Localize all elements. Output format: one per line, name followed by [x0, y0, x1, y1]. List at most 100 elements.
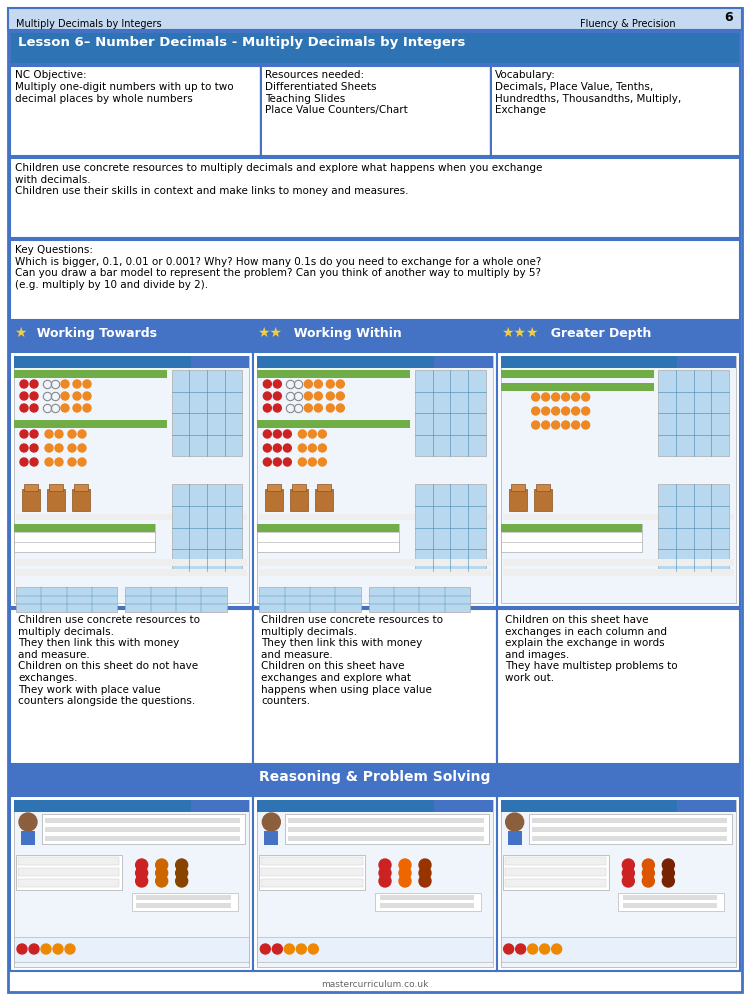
Circle shape [642, 867, 654, 879]
Circle shape [336, 404, 344, 412]
Circle shape [298, 430, 306, 438]
Circle shape [65, 944, 75, 954]
Bar [21, 831, 35, 845]
Circle shape [273, 392, 281, 400]
Circle shape [17, 944, 27, 954]
Circle shape [379, 859, 391, 871]
Bar [132, 893, 238, 911]
Bar [266, 489, 284, 511]
Bar [16, 587, 118, 612]
Bar [380, 903, 474, 908]
Circle shape [176, 867, 188, 879]
Circle shape [326, 380, 334, 388]
Circle shape [379, 867, 391, 879]
Bar [501, 356, 736, 368]
Circle shape [552, 407, 560, 415]
Circle shape [136, 859, 148, 871]
Bar [10, 352, 254, 607]
Bar [257, 356, 493, 368]
Circle shape [78, 430, 86, 438]
Circle shape [314, 404, 322, 412]
Circle shape [542, 407, 550, 415]
Circle shape [263, 444, 272, 452]
Circle shape [622, 859, 634, 871]
Circle shape [308, 430, 316, 438]
Bar [501, 524, 642, 552]
Circle shape [582, 421, 590, 429]
Bar [501, 356, 736, 603]
Bar [16, 514, 248, 520]
Bar [315, 489, 333, 511]
Bar [505, 879, 606, 887]
Circle shape [642, 875, 654, 887]
Circle shape [284, 458, 291, 466]
Circle shape [83, 392, 91, 400]
Bar [288, 836, 484, 841]
Bar [496, 322, 740, 350]
Bar [501, 370, 654, 378]
Bar [415, 484, 485, 571]
Bar [10, 32, 740, 64]
Circle shape [662, 867, 674, 879]
Bar [10, 66, 740, 156]
Circle shape [55, 430, 63, 438]
Circle shape [318, 430, 326, 438]
Bar [317, 484, 332, 491]
Bar [22, 489, 40, 511]
Circle shape [55, 444, 63, 452]
Bar [288, 827, 484, 832]
Bar [254, 609, 496, 764]
Bar [380, 895, 474, 900]
Circle shape [156, 867, 168, 879]
Circle shape [29, 944, 39, 954]
Circle shape [78, 444, 86, 452]
Text: Reasoning & Problem Solving: Reasoning & Problem Solving [260, 770, 490, 784]
Circle shape [61, 380, 69, 388]
Circle shape [516, 944, 526, 954]
Bar [490, 66, 491, 156]
Circle shape [273, 380, 281, 388]
Circle shape [304, 380, 312, 388]
Bar [503, 855, 608, 890]
Circle shape [45, 444, 53, 452]
Bar [45, 836, 240, 841]
Bar [496, 609, 740, 764]
Bar [14, 524, 155, 532]
Bar [10, 158, 740, 238]
Bar [260, 66, 262, 156]
Bar [501, 937, 736, 962]
Text: Working Within: Working Within [285, 327, 402, 340]
Circle shape [532, 407, 540, 415]
Circle shape [582, 407, 590, 415]
Bar [290, 489, 308, 511]
Bar [10, 322, 254, 350]
Circle shape [30, 404, 38, 412]
Circle shape [273, 404, 281, 412]
Circle shape [528, 944, 538, 954]
Circle shape [273, 458, 281, 466]
Circle shape [263, 404, 272, 412]
Circle shape [272, 944, 282, 954]
Text: ★★★: ★★★ [501, 326, 538, 340]
Bar [505, 868, 606, 876]
Bar [369, 587, 470, 612]
Bar [18, 857, 119, 865]
Bar [261, 879, 362, 887]
Circle shape [68, 458, 76, 466]
Bar [16, 569, 248, 576]
Circle shape [572, 421, 580, 429]
Bar [8, 8, 742, 30]
Text: Children use concrete resources to
multiply decimals.
They then link this with m: Children use concrete resources to multi… [261, 615, 443, 706]
Circle shape [176, 859, 188, 871]
Bar [16, 855, 122, 890]
Circle shape [552, 393, 560, 401]
Circle shape [308, 444, 316, 452]
Bar [677, 356, 736, 368]
Circle shape [20, 380, 28, 388]
Bar [14, 420, 167, 428]
Circle shape [176, 875, 188, 887]
Circle shape [263, 430, 272, 438]
Circle shape [20, 444, 28, 452]
Text: Children on this sheet have
exchanges in each column and
explain the exchange in: Children on this sheet have exchanges in… [505, 615, 677, 683]
Circle shape [260, 944, 270, 954]
